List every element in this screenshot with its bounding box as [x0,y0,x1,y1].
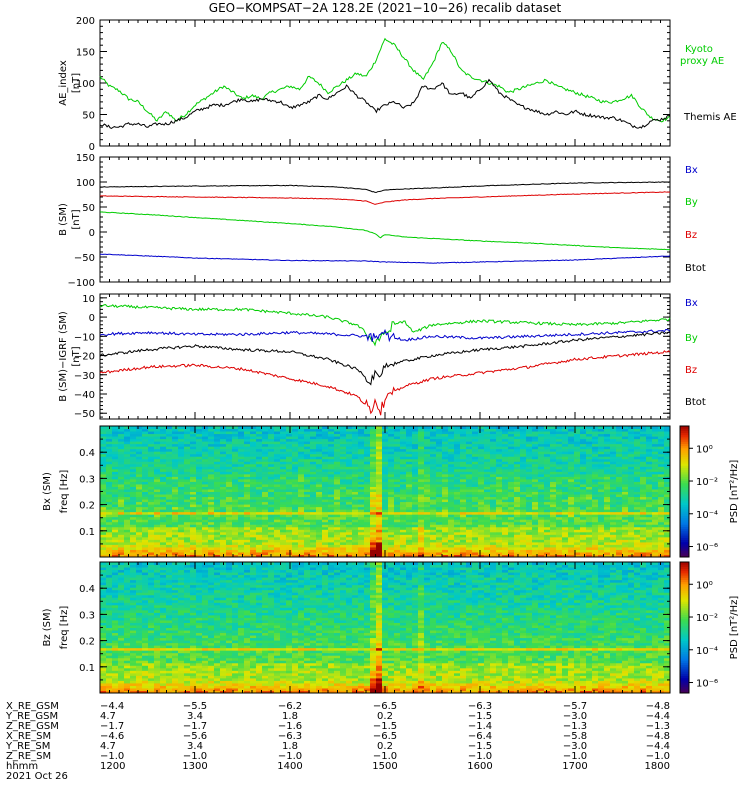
y-axis-unit: [nT] [71,346,82,366]
y-tick-label: 10 [82,294,95,305]
series-line-btot [100,182,670,193]
y-tick-label: −50 [74,409,95,420]
y-tick-label: −30 [74,371,95,382]
series-line-by [100,212,670,250]
y-axis-label: AE_index [58,60,69,106]
y-tick-label: 100 [76,178,95,189]
y-tick-label: −40 [74,390,95,401]
y-tick-label: −50 [74,253,95,264]
y-axis-label: B (SM)−IGRF (SM) [58,311,69,402]
y-tick-label: 150 [76,153,95,164]
legend-label: Btot [685,397,706,408]
y-tick-label: 0 [89,142,95,153]
y-tick-label: −100 [68,278,95,289]
y-axis-unit: [nT] [71,209,82,229]
legend-label: Bz [685,365,697,376]
y-tick-label: 50 [82,111,95,122]
legend-label: Bz [685,230,697,241]
panel-frame [100,157,670,282]
series-line-themis-ae [100,80,670,129]
series-line-kyoto-proxy-ae [100,39,670,122]
series-line-bz [100,192,670,205]
panel-bsm: −100 −50 0 50 100 150 B (SM)[nT] Bx By Bz Btot [58,153,706,289]
y-tick-label: 0 [89,313,95,324]
y-tick-label: 150 [76,48,95,59]
series-line-bx [100,254,670,263]
series-line-bz [100,351,670,415]
legend-label: Themis AE [683,112,737,123]
legend-label: Bx [685,165,698,176]
y-tick-label: 200 [76,16,95,27]
legend-label: proxy AE [680,56,724,67]
series-line-by [100,305,670,345]
y-tick-label: 50 [82,203,95,214]
legend-label: Kyoto [685,44,713,55]
legend-label: By [685,197,698,208]
legend-label: Btot [685,263,706,274]
y-axis-label: B (SM) [58,203,69,236]
y-tick-label: 0 [89,228,95,239]
y-tick-label: −10 [74,332,95,343]
y-axis-unit: [nT] [71,73,82,93]
legend-label: By [685,333,698,344]
panel-specbx: 0.10.20.30.4Bx (SM)freq [Hz]10⁰10⁻²10⁻⁴1… [42,426,740,558]
legend-label: Bx [685,298,698,309]
figure-title: GEO−KOMPSAT−2A 128.2E (2021−10−26) recal… [209,1,562,15]
